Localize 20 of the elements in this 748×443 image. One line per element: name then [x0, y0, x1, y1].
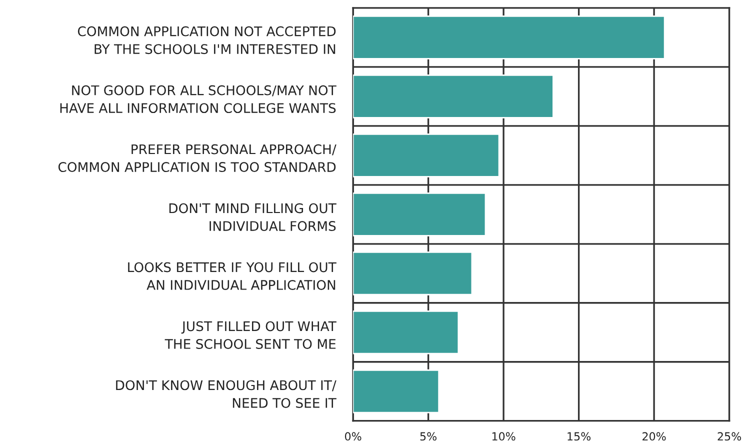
- x-tick-label: 10%: [492, 432, 516, 441]
- bar: [353, 192, 486, 236]
- bar: [353, 134, 500, 178]
- y-tick-label: DON'T MIND FILLING OUT INDIVIDUAL FORMS: [169, 203, 336, 232]
- x-tick-label: 5%: [420, 432, 437, 441]
- bar: [353, 251, 473, 296]
- y-tick-label: NOT GOOD FOR ALL SCHOOLS/MAY NOT HAVE ALL INFORMATION COLLEGE WANTS: [60, 85, 336, 114]
- bar: [353, 74, 554, 118]
- x-tick-label: 25%: [718, 432, 742, 441]
- y-tick-label: PREFER PERSONAL APPROACH/ COMMON APPLICATION IS TOO STANDARD: [58, 144, 336, 172]
- y-tick-label: JUST FILLED OUT WHAT THE SCHOOL SENT TO ME: [164, 321, 336, 349]
- y-tick-label: LOOKS BETTER IF YOU FILL OUT AN INDIVIDUAL APPLICATION: [128, 262, 336, 290]
- x-tick-label: 15%: [568, 432, 591, 441]
- bar: [353, 16, 666, 60]
- x-tick-label: 0%: [344, 432, 362, 441]
- x-tick-label: 20%: [642, 432, 666, 441]
- y-tick-label: COMMON APPLICATION NOT ACCEPTED BY THE SCHOOLS I'M INTERESTED IN: [78, 26, 336, 54]
- y-tick-label: DON'T KNOW ENOUGH ABOUT IT/ NEED TO SEE IT: [116, 380, 336, 408]
- bar: [353, 369, 440, 414]
- bar: [353, 310, 460, 354]
